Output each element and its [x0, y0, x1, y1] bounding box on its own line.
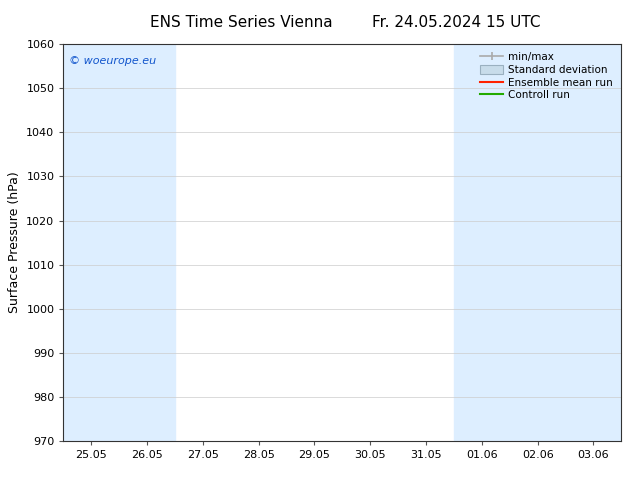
Bar — [63, 44, 119, 441]
Bar — [119, 44, 175, 441]
Text: © woeurope.eu: © woeurope.eu — [69, 56, 156, 66]
Text: ENS Time Series Vienna: ENS Time Series Vienna — [150, 15, 332, 30]
Legend: min/max, Standard deviation, Ensemble mean run, Controll run: min/max, Standard deviation, Ensemble me… — [477, 49, 616, 103]
Bar — [454, 44, 510, 441]
Y-axis label: Surface Pressure (hPa): Surface Pressure (hPa) — [8, 172, 21, 314]
Bar — [566, 44, 621, 441]
Bar — [510, 44, 566, 441]
Text: Fr. 24.05.2024 15 UTC: Fr. 24.05.2024 15 UTC — [372, 15, 541, 30]
